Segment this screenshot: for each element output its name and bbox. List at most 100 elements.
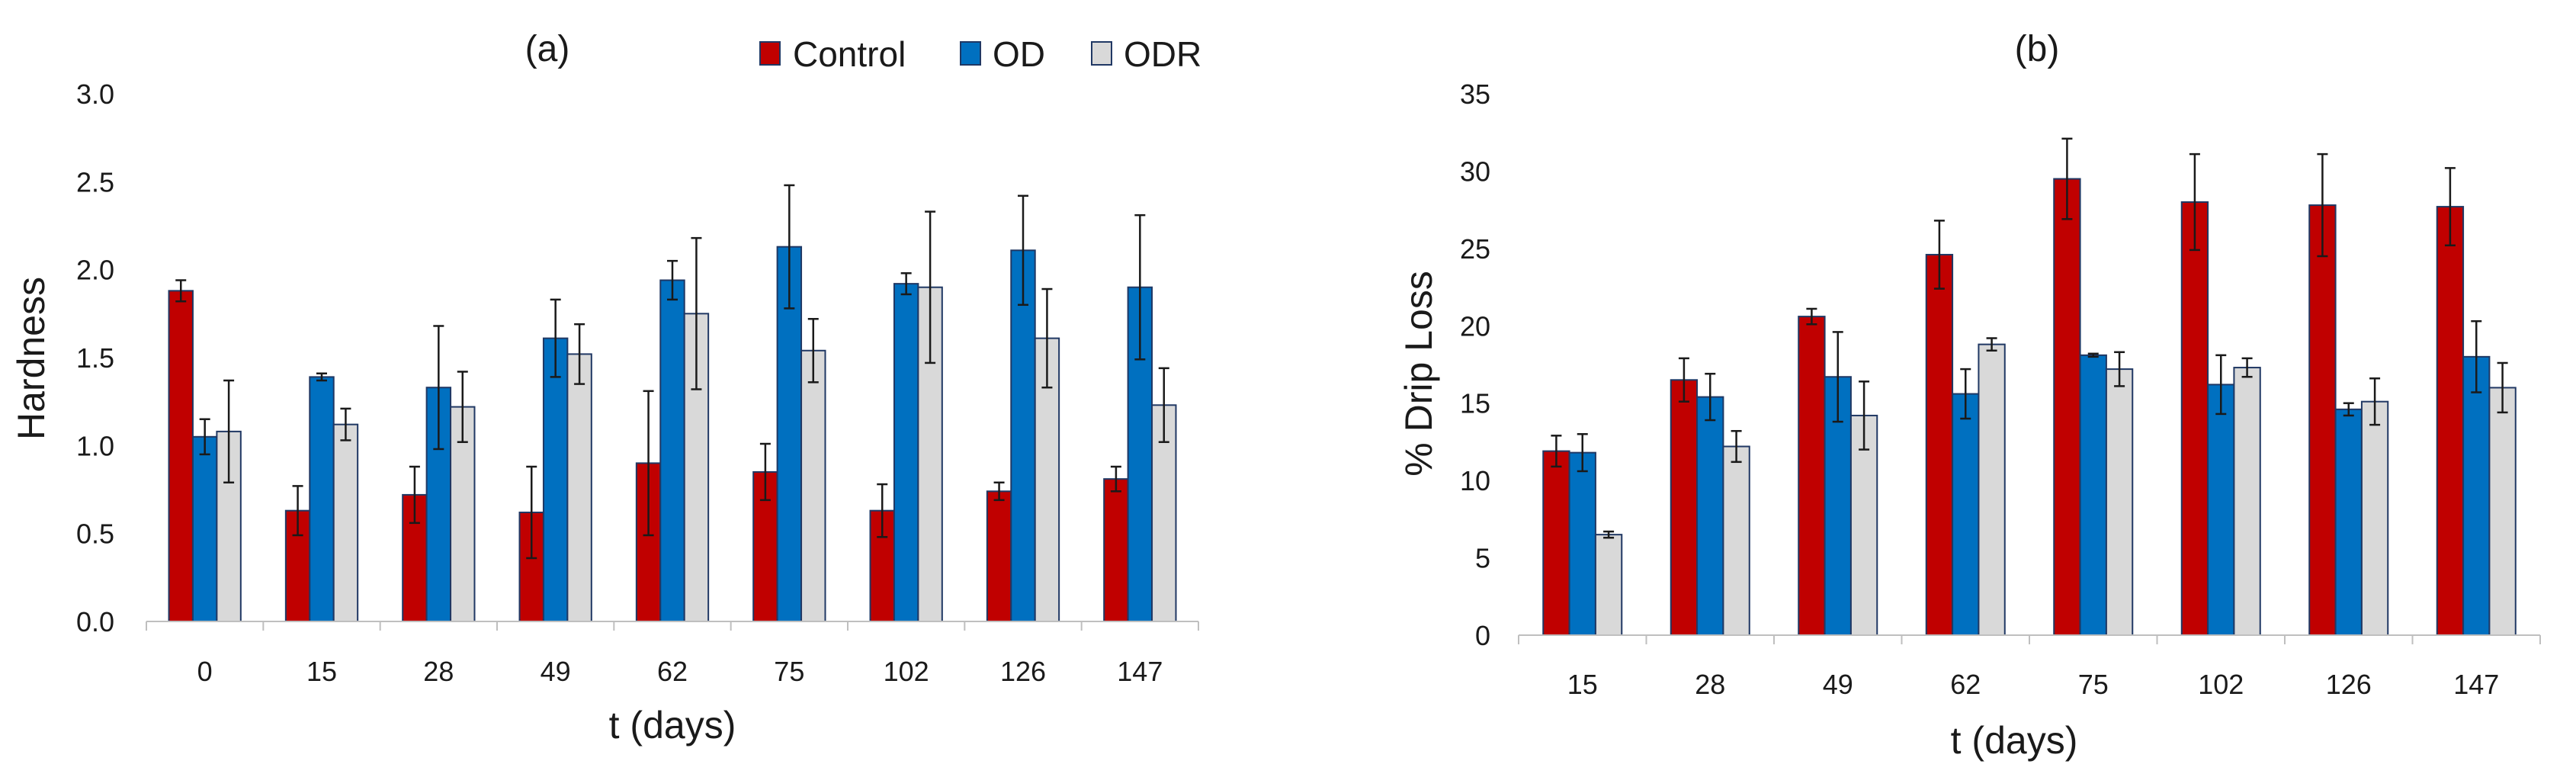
panel-b-error-bar-od-62 (1960, 368, 1971, 420)
panel-a-x-tick-label: 102 (884, 656, 929, 687)
panel-b-bar-odr-15 (1594, 534, 1623, 637)
panel-b-error-bar-odr-62 (1986, 337, 1997, 352)
panel-b-bar-od-15 (1568, 451, 1596, 637)
panel-a-error-bar-odr-15 (340, 407, 351, 441)
panel-b-bar-odr-126 (2360, 400, 2389, 637)
panel-a-error-bar-od-147 (1134, 214, 1146, 361)
panel-a-y-axis-title: Hardness (10, 277, 53, 440)
panel-a-error-bar-odr-28 (457, 371, 468, 443)
panel-b-y-tick-label: 5 (1475, 543, 1490, 574)
panel-b-bar-od-126 (2334, 408, 2363, 636)
legend: Control OD ODR (759, 34, 1201, 74)
panel-a-y-tick-label: 1.0 (76, 430, 114, 461)
panel-a-error-bar-od-126 (1018, 194, 1028, 307)
panel-b-x-tick-label: 15 (1567, 669, 1598, 700)
panel-a-x-tick-label: 147 (1117, 656, 1163, 687)
panel-b-x-axis-title: t (days) (1951, 719, 2078, 762)
panel-a-bar-control-126 (986, 490, 1012, 622)
panel-b-bar-odr-28 (1722, 445, 1750, 636)
panel-a-x-tick-label: 126 (1000, 656, 1046, 687)
panel-b-bar-control-102 (2180, 201, 2209, 636)
panel-a-bar-control-0 (168, 290, 194, 622)
panel-a-bar-control-147 (1103, 478, 1129, 622)
panel-b-error-bar-odr-28 (1731, 429, 1742, 464)
panel-b-y-tick-label: 35 (1460, 79, 1490, 110)
panel-a-title: (a) (525, 29, 570, 69)
legend-swatch-control (759, 41, 781, 66)
panel-b-bar-control-49 (1798, 316, 1826, 636)
panel-b-error-bar-od-102 (2215, 354, 2227, 416)
panel-b-error-bar-odr-49 (1859, 380, 1870, 451)
panel-b-error-bar-control-28 (1678, 357, 1689, 403)
panel-a-bar-od-62 (659, 279, 685, 622)
panel-b-error-bar-od-75 (2087, 352, 2099, 358)
panel-b-error-bar-odr-15 (1603, 530, 1615, 539)
panel-a-error-bar-od-0 (199, 418, 210, 456)
panel-a-x-tick-label: 75 (774, 656, 804, 687)
panel-b-x-tick-label: 62 (1950, 669, 1981, 700)
legend-swatch-odr (1091, 41, 1112, 66)
legend-label-od: OD (993, 34, 1045, 74)
panel-b-bars (1542, 137, 2517, 637)
panel-a-error-bar-od-28 (433, 325, 444, 451)
panel-a-y-tick-label: 0.0 (76, 606, 114, 637)
panel-a-error-bar-control-49 (526, 465, 537, 560)
panel-b-error-bar-control-147 (2444, 167, 2456, 247)
panel-b-y-tick-label: 15 (1460, 388, 1490, 419)
panel-a-x-axis-title: t (days) (609, 704, 736, 746)
panel-b-x-tick-label: 28 (1695, 669, 1725, 700)
legend-swatch-od (960, 41, 981, 66)
panel-b-x-tick-label: 75 (2078, 669, 2109, 700)
panel-b-y-tick-label: 20 (1460, 310, 1490, 342)
panel-b-bar-odr-75 (2105, 368, 2134, 636)
panel-a-y-tick-label: 0.5 (76, 519, 114, 550)
panel-a-bar-odr-15 (332, 423, 359, 622)
panel-a-error-bar-control-102 (877, 483, 888, 538)
panel-a-error-bar-od-15 (316, 372, 327, 382)
panel-a-x-ticks: 0 15 28 49 62 75 102 126 147 (146, 621, 1199, 687)
panel-b-bar-control-75 (2053, 178, 2081, 637)
panel-b-x-ticks: 15 28 49 62 75 102 126 147 (1518, 635, 2541, 700)
panel-a-bar-odr-49 (566, 353, 592, 622)
panel-b-error-bar-od-49 (1832, 331, 1843, 423)
panel-a-error-bar-control-0 (175, 279, 187, 303)
panel-b-error-bar-odr-102 (2241, 357, 2253, 378)
panel-b-bar-odr-102 (2233, 367, 2261, 636)
panel-a-error-bar-control-62 (643, 390, 654, 537)
panel-a-error-bar-odr-147 (1158, 367, 1169, 443)
panel-a-bar-od-15 (309, 376, 335, 622)
chart-panel-a: (a) Hardness t (days) 0.0 0.5 1.0 1.5 2.0 2.5… (10, 29, 1199, 746)
panel-b-x-tick-label: 102 (2198, 669, 2244, 700)
panel-b-bar-control-126 (2308, 204, 2337, 636)
panel-a-error-bar-odr-0 (223, 379, 235, 484)
panel-b-y-ticks: 0 5 10 15 20 25 30 35 (1460, 79, 1490, 651)
panel-a-error-bar-control-75 (759, 442, 771, 502)
panel-b-error-bar-control-49 (1806, 307, 1817, 326)
panel-a-error-bar-od-75 (784, 184, 795, 310)
panel-b-bar-od-102 (2207, 384, 2235, 636)
panel-a-error-bar-odr-102 (925, 210, 936, 364)
panel-b-title: (b) (2015, 29, 2060, 69)
panel-b-x-tick-label: 49 (1823, 669, 1853, 700)
panel-b-y-tick-label: 10 (1460, 465, 1490, 496)
panel-a-error-bar-od-62 (667, 259, 678, 301)
panel-b-x-tick-label: 126 (2326, 669, 2372, 700)
panel-a-error-bar-odr-62 (691, 236, 702, 390)
panel-b-error-bar-odr-126 (2369, 377, 2381, 426)
panel-b-x-tick-label: 147 (2453, 669, 2499, 700)
panel-b-error-bar-control-75 (2061, 137, 2073, 220)
panel-a-error-bar-control-15 (292, 485, 303, 537)
panel-a-bar-odr-75 (800, 349, 826, 622)
panel-a-x-tick-label: 28 (423, 656, 454, 687)
panel-b-y-axis-title: % Drip Loss (1397, 271, 1440, 477)
panel-b-y-tick-label: 0 (1475, 620, 1490, 651)
panel-b-bar-od-62 (1952, 393, 1980, 636)
legend-label-control: Control (793, 34, 906, 74)
panel-a-error-bar-odr-49 (574, 323, 585, 385)
panel-b-error-bar-od-28 (1705, 372, 1716, 422)
panel-b-y-tick-label: 30 (1460, 156, 1490, 187)
panel-a-y-tick-label: 3.0 (76, 79, 114, 110)
panel-a-error-bar-od-102 (900, 272, 912, 296)
panel-b-bar-control-28 (1670, 379, 1699, 636)
panel-b-error-bar-control-102 (2189, 153, 2200, 252)
